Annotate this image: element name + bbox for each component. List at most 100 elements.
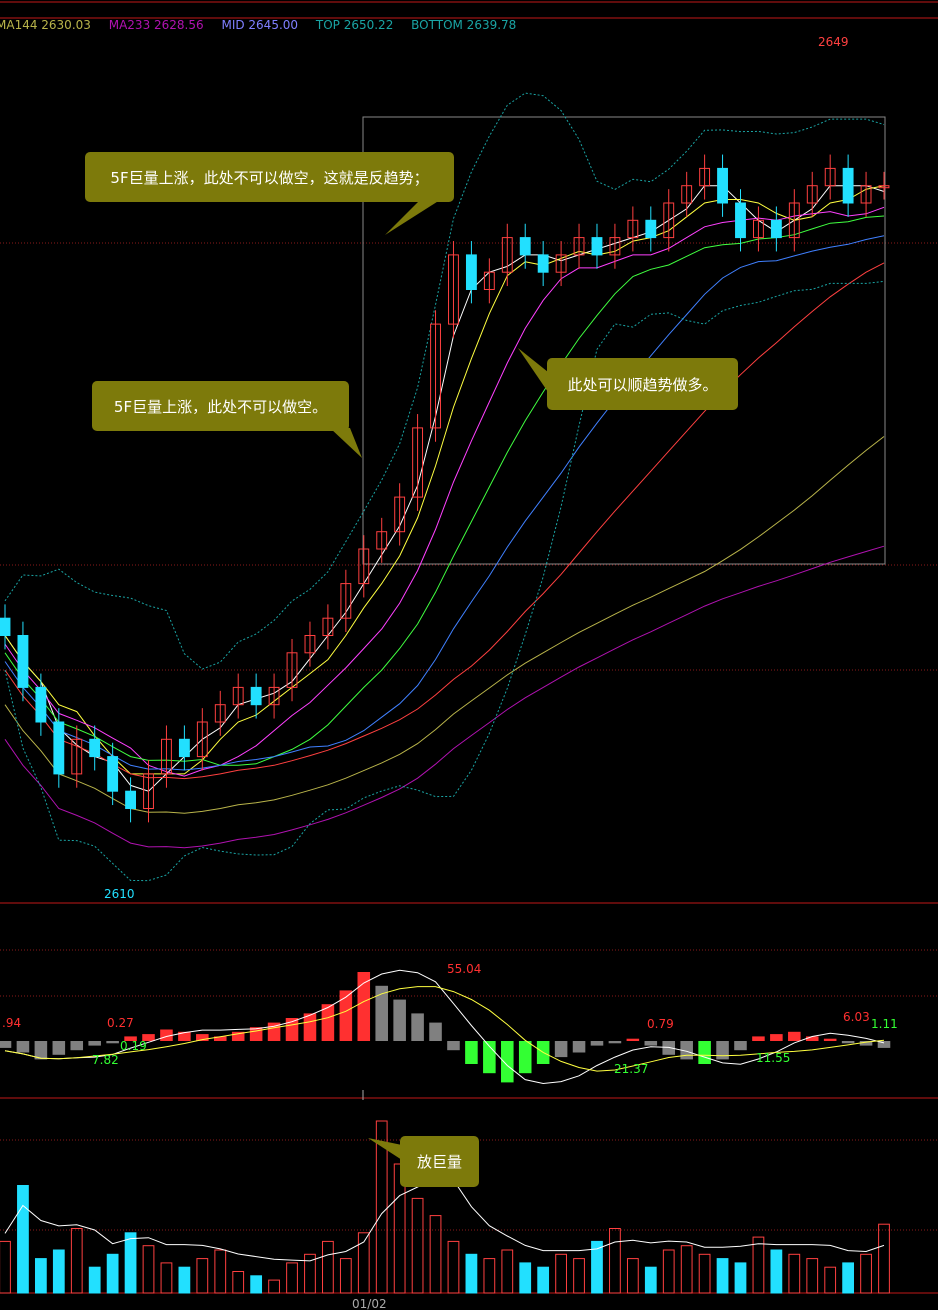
volume-bar	[734, 1262, 747, 1294]
candle-body	[717, 167, 728, 204]
macd-bar	[52, 1041, 66, 1055]
macd-histogram	[0, 969, 891, 1085]
candle-body	[214, 704, 226, 723]
candle-body	[752, 219, 764, 239]
macd-label: 21.37	[614, 1062, 648, 1076]
macd-bar	[285, 1018, 299, 1041]
candle-body	[286, 652, 298, 688]
ma30-line	[4, 235, 885, 771]
macd-label: 0.79	[647, 1017, 674, 1031]
volume-bar	[178, 1266, 191, 1294]
candle-body	[465, 254, 477, 290]
candle-body	[161, 738, 172, 775]
candle-body	[448, 254, 459, 325]
volume-bar	[0, 1240, 11, 1294]
volume-bar	[501, 1249, 514, 1294]
macd-bar	[698, 1041, 711, 1064]
volume-bar	[609, 1228, 621, 1294]
macd-bar	[716, 1041, 729, 1060]
macd-dea-line	[4, 986, 885, 1072]
candle-body	[143, 773, 154, 810]
candle-body	[878, 185, 890, 189]
volume-bar	[411, 1197, 424, 1294]
volume-bar	[878, 1223, 890, 1294]
macd-label: 1.11	[871, 1017, 898, 1031]
volume-bar	[447, 1240, 460, 1294]
macd-bar	[626, 1038, 640, 1041]
volume-bar	[680, 1245, 693, 1294]
indicator-lines	[4, 92, 885, 882]
macd-bar	[518, 1041, 532, 1074]
macd-bar	[429, 1022, 442, 1041]
macd-bar	[70, 1041, 84, 1051]
candle-body	[663, 202, 675, 239]
macd-bar	[88, 1041, 101, 1046]
low-price-label: 2610	[104, 887, 135, 901]
volume-bar	[375, 1120, 388, 1294]
macd-bar	[339, 990, 353, 1041]
candle-body	[17, 635, 29, 688]
macd-bar	[303, 1013, 317, 1041]
volume-bars	[0, 1120, 890, 1294]
ma10-line	[4, 206, 885, 777]
volume-bar	[52, 1249, 65, 1294]
volume-bar	[70, 1228, 83, 1294]
annotation-note-4: 放巨量	[400, 1136, 479, 1187]
volume-bar	[698, 1253, 711, 1294]
macd-bar	[34, 1041, 48, 1060]
candle-body	[178, 738, 190, 758]
volume-bar	[357, 1232, 370, 1294]
macd-bar	[321, 1004, 335, 1041]
macd-bar	[644, 1041, 658, 1046]
ma-short-line	[4, 185, 885, 792]
candle-body	[196, 721, 208, 758]
macd-bar	[0, 1041, 12, 1048]
macd-label: 0.19	[120, 1039, 147, 1053]
candle-body	[35, 686, 47, 723]
volume-bar	[124, 1232, 137, 1294]
volume-bar	[17, 1185, 29, 1294]
volume-bar	[806, 1258, 819, 1294]
macd-bar	[877, 1041, 891, 1048]
annotation-note-2: 5F巨量上涨，此处不可以做空。	[92, 381, 349, 431]
macd-bar	[770, 1034, 783, 1041]
candle-body	[412, 427, 424, 498]
macd-label: 0.27	[107, 1016, 134, 1030]
candle-body	[699, 167, 711, 187]
volume-bar	[142, 1245, 155, 1294]
volume-bar	[537, 1266, 550, 1294]
macd-bar	[213, 1036, 227, 1041]
macd-label: .94	[2, 1016, 21, 1030]
macd-bar	[124, 1036, 137, 1041]
annotation-note-3: 此处可以顺趋势做多。	[547, 358, 738, 410]
macd-bar	[465, 1041, 478, 1064]
candle-body	[591, 237, 603, 256]
volume-bar	[626, 1258, 639, 1294]
candle-body	[376, 531, 388, 550]
volume-bar	[555, 1253, 567, 1294]
macd-label: 7.82	[92, 1053, 119, 1067]
candle-body	[842, 167, 854, 204]
volume-bar	[34, 1258, 47, 1294]
legend-top: TOP 2650.22	[315, 18, 394, 32]
candle-body	[609, 237, 621, 256]
candle-body	[71, 738, 83, 775]
macd-bar	[393, 999, 406, 1041]
candle-body	[573, 237, 585, 256]
macd-bar	[572, 1041, 586, 1053]
macd-bar	[590, 1041, 604, 1046]
high-price-label: 2649	[818, 35, 849, 49]
macd-bar	[501, 1041, 514, 1083]
macd-bar	[142, 1034, 155, 1041]
indicator-legend: MA144 2630.03 MA233 2628.56 MID 2645.00 …	[0, 18, 530, 32]
macd-bar	[841, 1041, 855, 1044]
volume-bar	[339, 1258, 352, 1294]
candle-body	[304, 635, 316, 654]
ma20-line	[4, 215, 885, 766]
volume-bar	[214, 1249, 227, 1294]
macd-bar	[734, 1041, 747, 1051]
candle-body	[501, 237, 513, 273]
macd-bar	[375, 985, 388, 1041]
